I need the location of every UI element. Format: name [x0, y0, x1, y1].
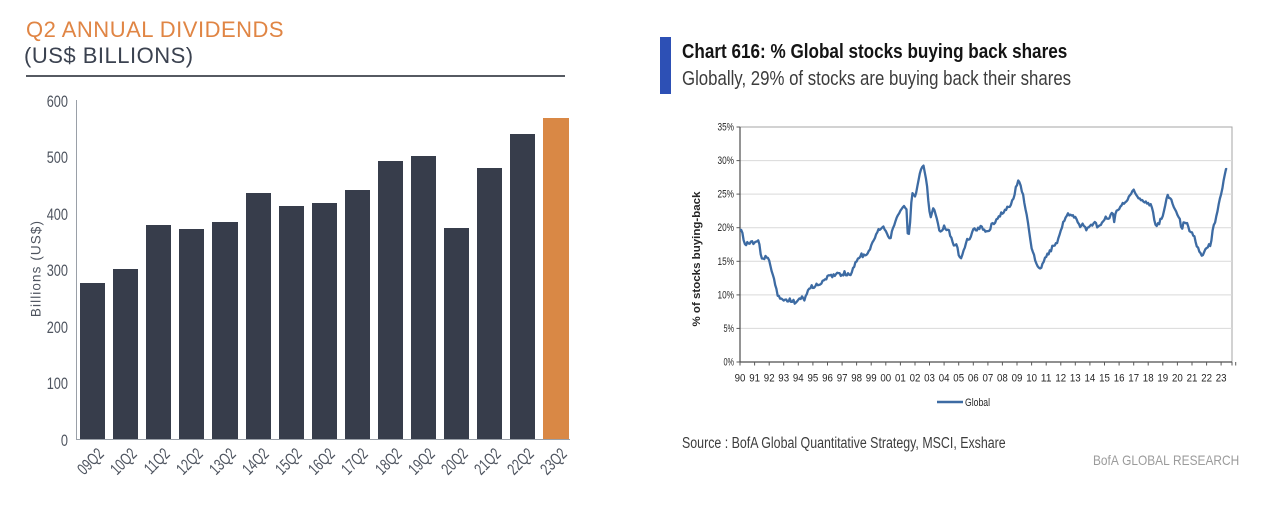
svg-text:0%: 0% [724, 357, 735, 369]
svg-text:06: 06 [968, 373, 979, 385]
svg-text:14: 14 [1085, 373, 1096, 385]
svg-text:19: 19 [1157, 373, 1168, 385]
svg-text:97: 97 [837, 373, 848, 385]
svg-text:% of stocks buying-back: % of stocks buying-back [691, 191, 703, 327]
svg-text:98: 98 [851, 373, 862, 385]
svg-text:01: 01 [895, 373, 906, 385]
svg-text:04: 04 [939, 373, 950, 385]
svg-text:07: 07 [983, 373, 994, 385]
svg-text:13: 13 [1070, 373, 1081, 385]
svg-text:03: 03 [924, 373, 935, 385]
svg-text:17: 17 [1128, 373, 1139, 385]
svg-text:90: 90 [735, 373, 746, 385]
svg-text:95: 95 [808, 373, 819, 385]
svg-text:96: 96 [822, 373, 833, 385]
svg-text:35%: 35% [718, 122, 735, 134]
svg-text:23: 23 [1216, 373, 1227, 385]
svg-text:92: 92 [764, 373, 775, 385]
svg-text:10: 10 [1026, 373, 1037, 385]
svg-text:09: 09 [1012, 373, 1023, 385]
svg-text:22: 22 [1201, 373, 1212, 385]
svg-text:25%: 25% [718, 189, 735, 201]
svg-text:99: 99 [866, 373, 877, 385]
svg-text:08: 08 [997, 373, 1008, 385]
svg-text:10%: 10% [718, 289, 735, 301]
svg-text:05: 05 [953, 373, 964, 385]
svg-text:94: 94 [793, 373, 804, 385]
svg-text:21: 21 [1187, 373, 1198, 385]
svg-text:20: 20 [1172, 373, 1183, 385]
svg-text:12: 12 [1055, 373, 1066, 385]
svg-text:00: 00 [880, 373, 891, 385]
svg-text:11: 11 [1041, 373, 1052, 385]
svg-text:93: 93 [778, 373, 789, 385]
svg-text:18: 18 [1143, 373, 1154, 385]
svg-text:5%: 5% [724, 323, 735, 335]
svg-text:20%: 20% [718, 222, 735, 234]
svg-text:15%: 15% [718, 256, 735, 268]
svg-text:Global: Global [965, 397, 990, 409]
svg-text:30%: 30% [718, 155, 735, 167]
svg-text:91: 91 [749, 373, 760, 385]
svg-text:15: 15 [1099, 373, 1110, 385]
svg-text:02: 02 [910, 373, 921, 385]
svg-text:16: 16 [1114, 373, 1125, 385]
